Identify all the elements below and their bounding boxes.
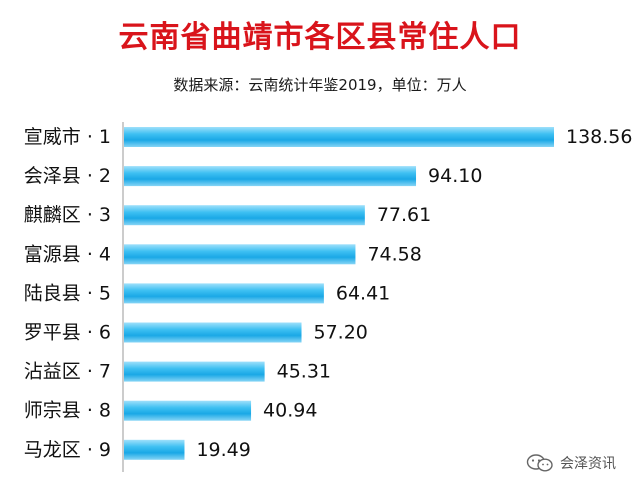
bar xyxy=(124,400,252,421)
bar xyxy=(124,283,324,304)
wechat-icon xyxy=(526,454,553,472)
category-label: 沾益区 · 7 xyxy=(24,361,111,383)
value-label: 94.10 xyxy=(428,165,482,187)
category-label: 陆良县 · 5 xyxy=(24,282,111,304)
bar xyxy=(124,205,365,226)
value-label: 64.41 xyxy=(336,282,390,304)
bar xyxy=(124,166,417,187)
bar xyxy=(124,244,356,265)
category-label: 师宗县 · 8 xyxy=(24,400,111,422)
value-label: 77.61 xyxy=(377,204,431,226)
value-label: 45.31 xyxy=(277,361,331,383)
watermark: 会泽资讯 xyxy=(526,453,616,473)
chart-title: 云南省曲靖市各区县常住人口 xyxy=(118,20,522,55)
value-label: 19.49 xyxy=(196,439,250,461)
category-label: 宣威市 · 1 xyxy=(24,126,111,148)
category-label: 罗平县 · 6 xyxy=(24,322,111,344)
category-label: 马龙区 · 9 xyxy=(24,439,111,461)
watermark-text: 会泽资讯 xyxy=(560,456,616,472)
category-label: 麒麟区 · 3 xyxy=(24,204,111,226)
category-label: 富源县 · 4 xyxy=(24,243,111,265)
bar xyxy=(124,322,302,343)
value-label: 40.94 xyxy=(263,400,317,422)
chart-subtitle: 数据来源：云南统计年鉴2019，单位：万人 xyxy=(173,76,467,94)
value-label: 138.56 xyxy=(566,126,632,148)
bar xyxy=(124,361,265,382)
value-label: 57.20 xyxy=(314,322,368,344)
bar xyxy=(124,439,185,460)
bar xyxy=(124,127,554,147)
category-label: 会泽县 · 2 xyxy=(24,165,111,187)
value-label: 74.58 xyxy=(367,243,421,265)
